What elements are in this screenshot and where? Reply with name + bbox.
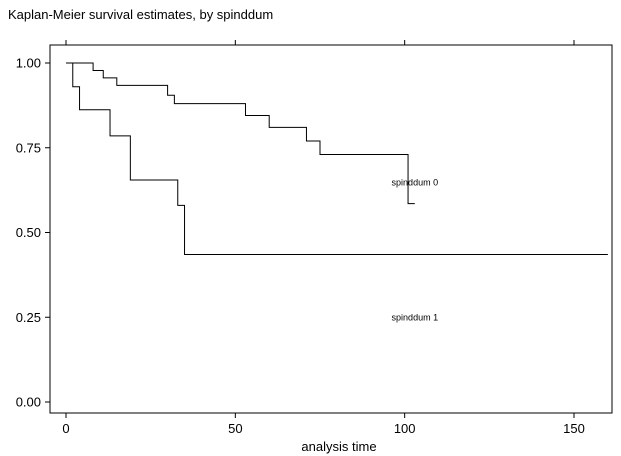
x-tick-label: 0 xyxy=(62,421,69,436)
axis-tick-labels: 0 50 100 150 0.00 0.25 0.50 0.75 1.00 xyxy=(16,56,585,437)
y-tick-label: 0.75 xyxy=(16,140,41,155)
survival-curve-1 xyxy=(66,62,608,256)
series-labels: spinddum 0 spinddum 1 xyxy=(392,178,439,323)
axis-ticks xyxy=(45,40,575,418)
plot-area-border xyxy=(49,44,613,414)
x-tick-label: 100 xyxy=(394,421,416,436)
survival-curves xyxy=(66,62,608,256)
chart-title: Kaplan-Meier survival estimates, by spin… xyxy=(8,7,274,22)
y-tick-label: 0.25 xyxy=(16,310,41,325)
x-tick-label: 150 xyxy=(563,421,585,436)
y-tick-label: 0.50 xyxy=(16,225,41,240)
y-tick-label: 0.00 xyxy=(16,395,41,410)
x-tick-label: 50 xyxy=(228,421,242,436)
series-label-1: spinddum 1 xyxy=(392,312,439,322)
series-label-0: spinddum 0 xyxy=(392,178,439,188)
survival-curve-0 xyxy=(66,62,415,205)
y-tick-label: 1.00 xyxy=(16,56,41,71)
x-axis-label: analysis time xyxy=(301,439,376,454)
